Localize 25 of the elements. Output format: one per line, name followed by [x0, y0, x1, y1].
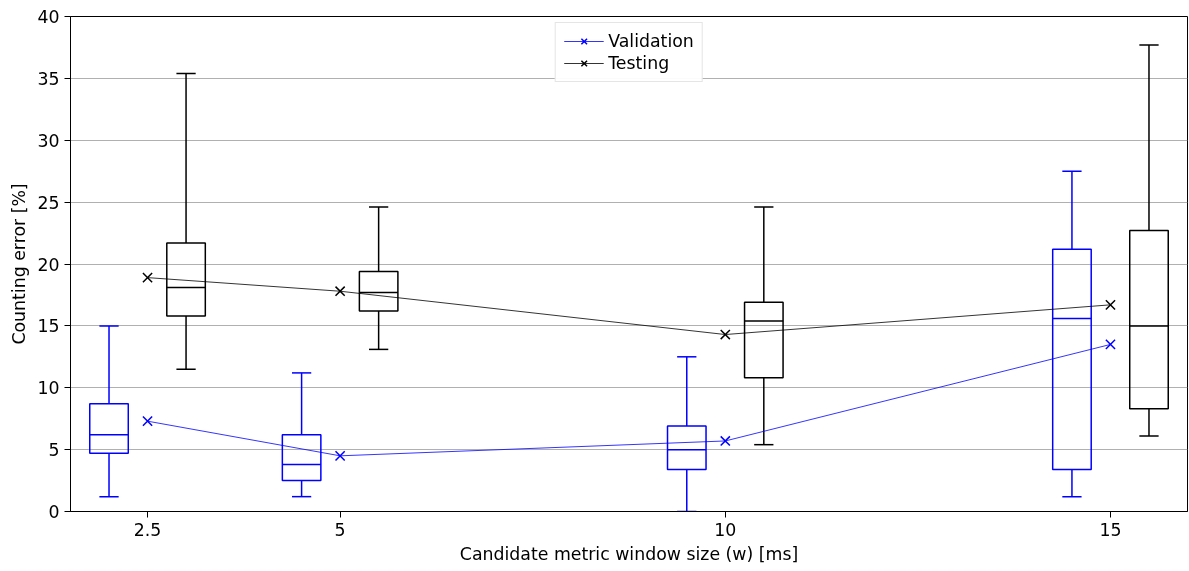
x-tick-label: 5	[334, 519, 346, 540]
point	[1105, 339, 1116, 350]
y-tick-label: 5	[48, 440, 60, 461]
legend-label: Validation	[608, 31, 694, 51]
y-tick-label: 10	[37, 378, 60, 399]
x-tick-label: 10	[714, 519, 737, 540]
point	[719, 329, 731, 340]
y-tick-label: 30	[37, 130, 60, 151]
y-tick-label: 15	[37, 316, 60, 337]
point	[1105, 299, 1116, 311]
y-tick-label: 20	[37, 254, 60, 275]
point	[142, 415, 153, 427]
point	[334, 285, 346, 297]
y-tick-label: 25	[37, 192, 60, 213]
point	[719, 435, 731, 447]
legend-label: Testing	[608, 53, 670, 73]
x-tick-label: 2.5	[133, 519, 162, 540]
point	[142, 272, 153, 283]
y-tick-label: 0	[48, 502, 60, 522]
x-axis-title: Candidate metric window size (w) [ms]	[459, 543, 799, 564]
point	[334, 450, 346, 462]
y-tick-label: 40	[37, 7, 60, 27]
y-tick-label: 35	[37, 68, 60, 89]
x-tick-label: 15	[1099, 519, 1122, 540]
y-axis-title: Counting error [%]	[9, 183, 30, 345]
